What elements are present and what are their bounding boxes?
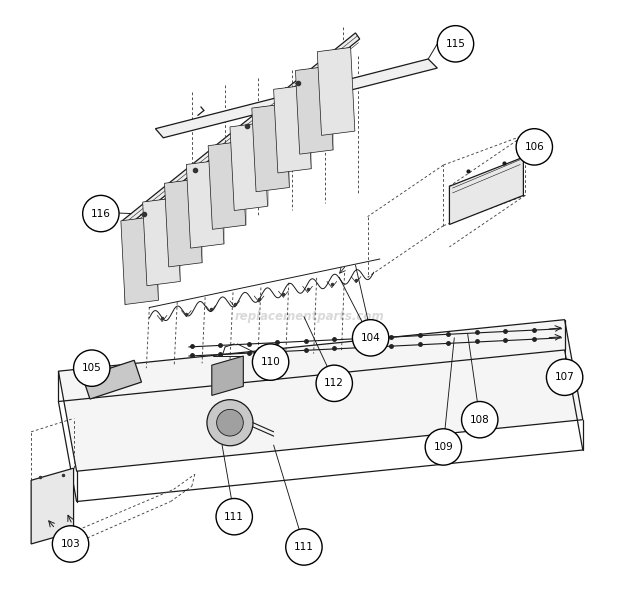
Text: replacementparts.com: replacementparts.com	[235, 310, 385, 323]
Polygon shape	[273, 85, 311, 173]
Text: 111: 111	[294, 542, 314, 552]
Text: 112: 112	[324, 378, 344, 389]
Circle shape	[425, 429, 461, 465]
Circle shape	[316, 365, 352, 401]
Text: 116: 116	[91, 208, 111, 219]
Circle shape	[207, 400, 253, 446]
Polygon shape	[164, 179, 202, 267]
Text: 106: 106	[525, 142, 544, 152]
Text: 105: 105	[82, 363, 102, 373]
Text: 115: 115	[446, 39, 466, 49]
Circle shape	[437, 26, 474, 62]
Circle shape	[352, 320, 389, 356]
Circle shape	[52, 526, 89, 562]
Polygon shape	[317, 48, 355, 135]
Text: 111: 111	[224, 512, 244, 522]
Text: 104: 104	[361, 333, 381, 343]
Polygon shape	[187, 160, 224, 248]
Circle shape	[516, 128, 552, 165]
Text: 109: 109	[433, 442, 453, 452]
Circle shape	[82, 195, 119, 232]
Polygon shape	[212, 356, 243, 395]
Polygon shape	[156, 59, 437, 138]
Circle shape	[216, 409, 243, 436]
Polygon shape	[82, 361, 141, 399]
Text: 108: 108	[470, 415, 490, 424]
Polygon shape	[450, 157, 523, 225]
Text: 110: 110	[261, 357, 280, 367]
Circle shape	[286, 529, 322, 565]
Polygon shape	[252, 104, 290, 192]
Polygon shape	[31, 468, 74, 544]
Polygon shape	[230, 122, 268, 211]
Circle shape	[461, 401, 498, 438]
Circle shape	[74, 350, 110, 386]
Polygon shape	[121, 217, 159, 304]
Text: 107: 107	[555, 372, 575, 382]
Text: 103: 103	[61, 539, 81, 549]
Polygon shape	[208, 141, 246, 230]
Circle shape	[252, 344, 289, 380]
Polygon shape	[296, 66, 333, 154]
Circle shape	[546, 359, 583, 395]
Polygon shape	[122, 33, 360, 227]
Polygon shape	[143, 198, 180, 286]
Polygon shape	[58, 320, 583, 471]
Circle shape	[216, 499, 252, 535]
